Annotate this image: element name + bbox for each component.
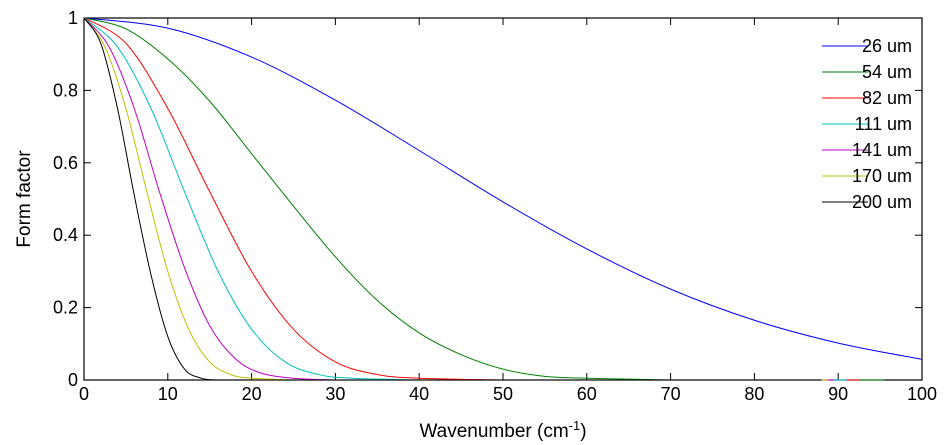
series-line-6 [83,17,828,381]
x-tick-label: 20 [242,384,262,404]
series-line-4 [83,17,847,381]
y-tick-label: 0.8 [53,80,78,100]
legend-label: 170 um [852,166,912,186]
x-axis-label-main: Wavenumber (cm [419,421,568,442]
x-tick-label: 0 [79,384,89,404]
plot-area [83,17,923,381]
x-tick-label: 100 [907,384,937,404]
series-layer [83,17,923,381]
legend-label: 82 um [862,88,912,108]
series-line-7 [83,17,822,381]
x-tick-label: 90 [828,384,848,404]
series-line-3 [83,17,860,381]
x-axis-ticks: 0 10 20 30 40 50 60 70 80 90 100 [79,18,937,404]
legend-label: 54 um [862,62,912,82]
x-tick-label: 60 [577,384,597,404]
x-axis-label: Wavenumber (cm-1) [419,418,586,443]
x-axis-label-superscript: -1 [569,418,581,433]
legend: 26 um 54 um 82 um 111 um 141 um 170 um 200 um [822,36,912,212]
y-tick-label: 0 [68,370,78,390]
y-axis-label: Form factor [14,150,35,248]
x-tick-label: 50 [493,384,513,404]
x-tick-label: 40 [409,384,429,404]
series-line-1 [83,17,923,360]
legend-label: 111 um [855,114,912,134]
y-tick-label: 0.2 [53,298,78,318]
y-axis-ticks: 0 0.2 0.4 0.6 0.8 1 [53,8,922,390]
x-axis-label-end: ) [580,421,586,442]
x-tick-label: 30 [325,384,345,404]
x-tick-label: 10 [158,384,178,404]
y-tick-label: 0.4 [53,225,78,245]
legend-label: 141 um [852,140,912,160]
legend-label: 200 um [852,192,912,212]
y-tick-label: 0.6 [53,153,78,173]
x-tick-label: 70 [661,384,681,404]
series-line-5 [83,17,835,381]
legend-label: 26 um [862,36,912,56]
x-tick-label: 80 [744,384,764,404]
y-tick-label: 1 [68,8,78,28]
series-line-2 [83,17,885,381]
